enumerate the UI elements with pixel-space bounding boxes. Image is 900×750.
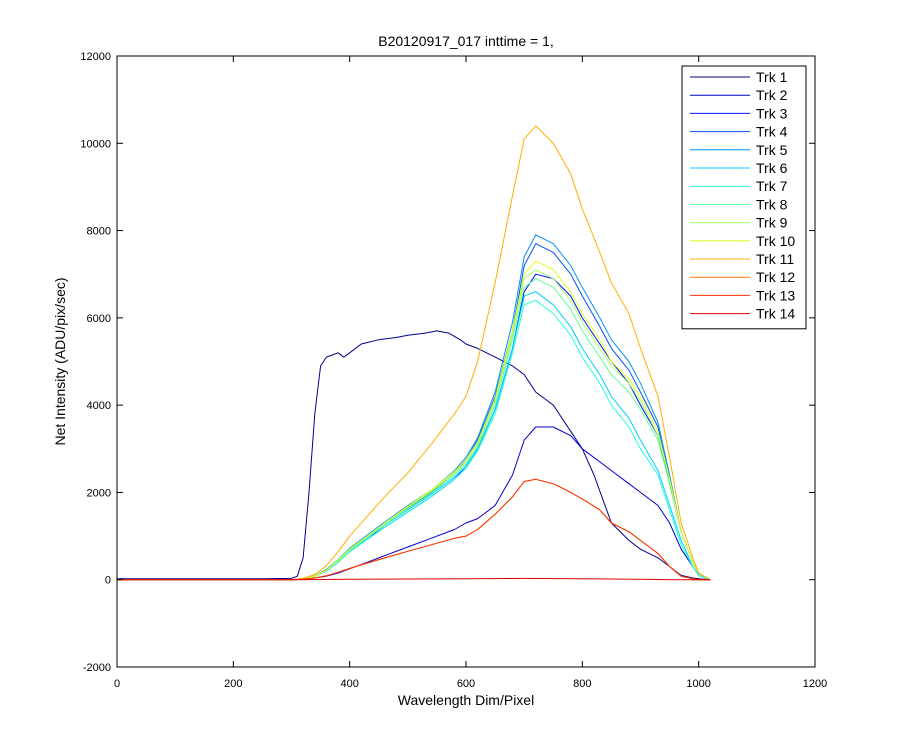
legend-label: Trk 11 — [756, 251, 794, 267]
x-tick-label: 800 — [573, 678, 591, 690]
legend-label: Trk 8 — [756, 196, 788, 212]
x-axis-label: Wavelength Dim/Pixel — [398, 692, 534, 708]
y-tick-label: 4000 — [87, 400, 111, 412]
series-line-trk-2 — [117, 426, 711, 581]
series-line-trk-13 — [117, 478, 711, 581]
y-tick-label: 12000 — [80, 51, 111, 63]
legend-label: Trk 1 — [756, 69, 788, 85]
legend-label: Trk 5 — [756, 142, 788, 158]
y-tick-label: 2000 — [87, 487, 111, 499]
x-tick-label: 400 — [340, 678, 358, 690]
chart-title: B20120917_017 inttime = 1, — [378, 33, 554, 49]
y-tick-label: 8000 — [87, 226, 111, 238]
series-line-trk-11 — [117, 125, 711, 581]
legend-label: Trk 6 — [756, 160, 788, 176]
series-line-trk-10 — [117, 260, 711, 581]
legend-label: Trk 13 — [756, 287, 795, 303]
legend-label: Trk 12 — [756, 269, 795, 285]
legend-label: Trk 10 — [756, 233, 795, 249]
legend: Trk 1 Trk 2 Trk 3 Trk 4 Trk 5 Trk 6 Trk 7 Trk 8… — [681, 65, 807, 330]
x-tick-label: 1000 — [686, 678, 710, 690]
y-tick-label: 6000 — [87, 313, 111, 325]
x-tick-label: 1200 — [803, 678, 827, 690]
x-tick-label: 0 — [114, 678, 120, 690]
legend-box — [681, 65, 807, 330]
legend-label: Trk 2 — [756, 87, 788, 103]
y-axis-label: Net Intensity (ADU/pix/sec) — [52, 277, 68, 445]
legend-label: Trk 4 — [756, 124, 788, 140]
legend-label: Trk 14 — [756, 306, 795, 322]
series-line-trk-14 — [117, 577, 711, 581]
y-tick-label: 0 — [105, 575, 111, 587]
x-tick-label: 200 — [224, 678, 242, 690]
series-line-trk-7 — [117, 299, 711, 581]
legend-label: Trk 7 — [756, 178, 788, 194]
legend-label: Trk 3 — [756, 105, 788, 121]
series-line-trk-8 — [117, 278, 711, 581]
legend-label: Trk 9 — [756, 215, 788, 231]
y-tick-label: -2000 — [83, 662, 111, 674]
x-tick-label: 600 — [457, 678, 475, 690]
y-tick-label: 10000 — [80, 138, 111, 150]
series-line-trk-1 — [117, 330, 711, 581]
